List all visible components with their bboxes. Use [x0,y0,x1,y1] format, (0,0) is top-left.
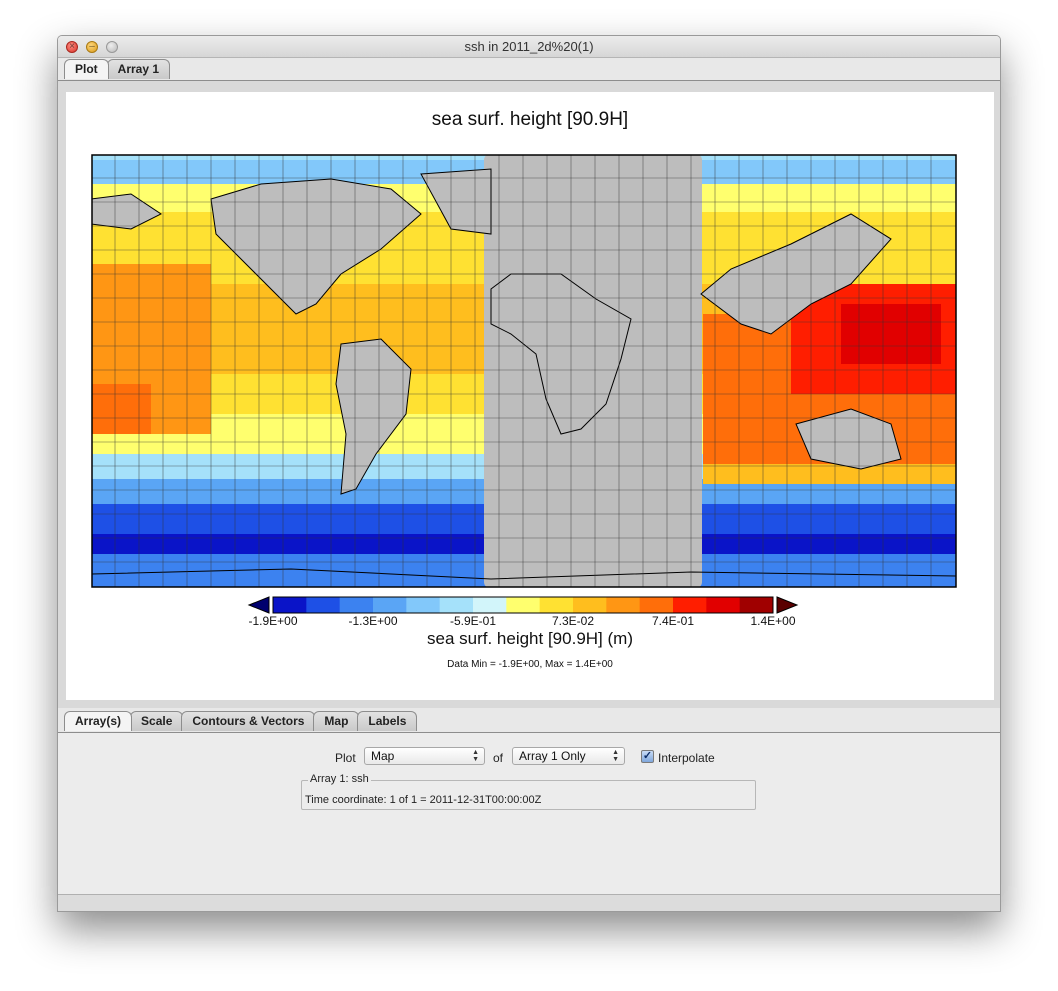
colorbar-swatch [339,597,374,613]
colorbar-swatch [473,597,507,613]
map-plot [91,154,957,588]
colorbar-tick-label: -1.3E+00 [348,614,398,628]
minimize-window-button[interactable]: – [86,41,98,53]
colorbar-swatch [506,597,541,613]
map-content [92,155,956,587]
colorbar-tick-label: 7.4E-01 [651,614,695,628]
plot-type-value: Map [371,749,395,763]
tab-array-1[interactable]: Array 1 [106,59,171,79]
continent [420,168,492,235]
africa-outline [490,273,632,435]
window-title: ssh in 2011_2d%20(1) [464,39,594,54]
map-frame [91,154,957,588]
colorbar-swatch [639,597,674,613]
select-arrows-icon: ▲ ▼ [612,749,619,763]
tab-plot[interactable]: Plot [64,59,109,79]
colorbar-swatch [706,597,741,613]
colorbar-tick-label: -5.9E-01 [449,614,497,628]
tab-scale[interactable]: Scale [130,711,184,731]
ocean-patch [92,384,151,434]
colorbar-swatch [373,597,407,613]
colorbar-tick-label: 1.4E+00 [750,614,796,628]
colorbar-swatch [606,597,641,613]
colorbar-swatch [273,597,307,613]
time-coordinate-label: Time coordinate: 1 of 1 = 2011-12-31T00:… [305,794,542,806]
colorbar-low-arrow [247,596,270,614]
zoom-window-button[interactable] [106,41,118,53]
colorbar-high-arrow [776,596,799,614]
masked-region [484,155,702,587]
ocean-patch [703,464,956,484]
colorbar-swatch [739,597,774,613]
interpolate-label: Interpolate [658,751,715,765]
colorbar-swatch [573,597,607,613]
colorbar-frame [272,596,774,614]
colorbar-swatch [673,597,707,613]
interpolate-checkbox[interactable]: ✓ [641,750,654,763]
antarctica-coastline [92,568,956,580]
colorbar-swatch [439,597,474,613]
colorbar-swatch [306,597,341,613]
plot-canvas: sea surf. height [90.9H] -1.9E+00 -1.3E+0… [66,92,994,700]
ocean-patch [841,304,941,364]
bottom-tab-strip: Array(s) Scale Contours & Vectors Map La… [64,711,418,731]
arrays-settings-panel: Plot Map ▲ ▼ of Array 1 Only ▲ ▼ ✓ Interpo… [58,732,1000,894]
plot-panel: sea surf. height [90.9H] -1.9E+00 -1.3E+0… [58,80,1000,708]
tab-labels[interactable]: Labels [357,711,418,731]
colorbar [247,596,799,614]
title-bar: × – ssh in 2011_2d%20(1) [58,36,1000,58]
colorbar-tick-label: 7.3E-02 [551,614,595,628]
close-icon: × [69,41,75,52]
plot-type-select[interactable]: Map ▲ ▼ [364,747,485,765]
array-select[interactable]: Array 1 Only ▲ ▼ [512,747,625,765]
array-group-title: Array 1: ssh [308,773,371,785]
colorbar-swatch [406,597,441,613]
array-select-value: Array 1 Only [519,749,586,763]
data-range-label: Data Min = -1.9E+00, Max = 1.4E+00 [447,659,613,670]
minimize-icon: – [89,41,95,52]
plot-title: sea surf. height [90.9H] [431,109,629,130]
tab-arrays[interactable]: Array(s) [64,711,133,731]
app-window: × – ssh in 2011_2d%20(1) Plot Array 1 se… [57,35,1001,912]
colorbar-swatch [539,597,574,613]
status-strip [58,894,1000,911]
close-window-button[interactable]: × [66,41,78,53]
continent [92,193,162,230]
array-group-box: Array 1: ssh Time coordinate: 1 of 1 = 2… [301,773,756,810]
checkmark-icon: ✓ [642,750,653,762]
colorbar-tick-label: -1.9E+00 [248,614,298,628]
of-label: of [493,751,504,765]
top-tab-strip: Plot Array 1 [64,59,171,79]
colorbar-title: sea surf. height [90.9H] (m) [427,629,633,648]
tab-contours-vectors[interactable]: Contours & Vectors [181,711,316,731]
plot-label: Plot [335,751,356,765]
select-arrows-icon: ▲ ▼ [472,749,479,763]
tab-map[interactable]: Map [313,711,360,731]
